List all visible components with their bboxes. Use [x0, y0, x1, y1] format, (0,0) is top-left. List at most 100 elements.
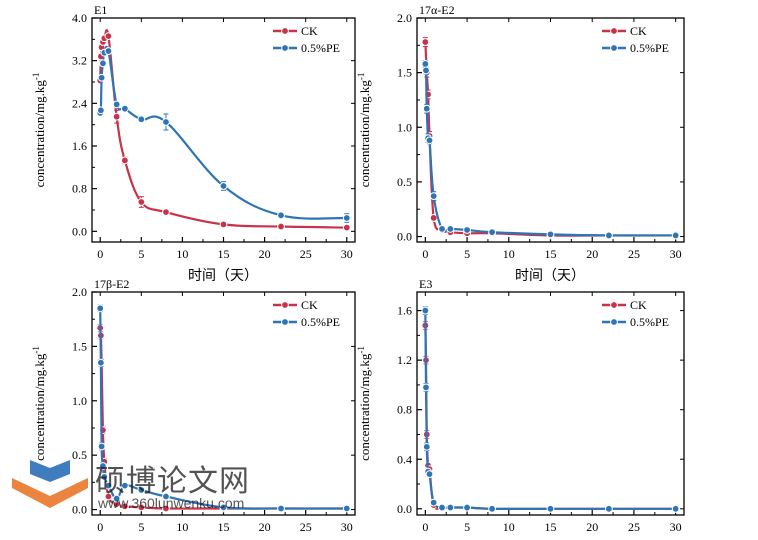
data-point [137, 198, 146, 206]
x-tick-label: 10 [503, 247, 515, 261]
y-tick-label: 0.0 [72, 224, 87, 238]
y-tick-label: 1.5 [72, 339, 87, 353]
series-ck [421, 37, 680, 240]
y-tick-label: 1.0 [397, 120, 412, 134]
x-tick-label: 25 [300, 247, 312, 261]
x-tick-label: 0 [97, 520, 103, 534]
data-point [96, 358, 105, 367]
series-pe [96, 45, 351, 223]
y-tick-label: 4.0 [72, 11, 87, 25]
legend-marker [281, 27, 289, 35]
data-point [104, 492, 113, 501]
legend-label: 0.5%PE [301, 315, 340, 329]
series-pe [421, 306, 680, 513]
data-point [421, 59, 430, 68]
book-logo-icon [12, 460, 88, 508]
data-point [120, 481, 129, 490]
series-line [424, 310, 676, 511]
data-point [342, 214, 351, 222]
data-point [120, 502, 129, 511]
series-line [99, 29, 347, 229]
legend-label: CK [630, 24, 647, 38]
legend-label: 0.5%PE [301, 41, 340, 55]
watermark-url: www.360lunwenku.com [98, 495, 245, 511]
data-point [137, 503, 146, 512]
y-axis-label: concentration/mg.kg-1 [356, 346, 372, 461]
watermark-text: 硕博论文网 [95, 464, 250, 499]
data-point [605, 504, 613, 513]
series-line [424, 325, 676, 511]
legend-entry-pe: 0.5%PE [602, 315, 669, 329]
y-tick-label: 1.2 [397, 353, 412, 367]
x-tick-label: 20 [259, 520, 271, 534]
x-tick-label: 10 [176, 520, 188, 534]
data-point [162, 504, 170, 513]
data-point [488, 228, 496, 237]
data-point [438, 503, 446, 512]
x-tick-label: 10 [176, 247, 188, 261]
data-point [99, 59, 107, 68]
series-ck [96, 29, 351, 232]
panel-label: E1 [94, 3, 107, 17]
data-point [162, 118, 170, 126]
data-point [120, 104, 129, 113]
x-tick-label: 15 [545, 247, 557, 261]
y-tick-label: 2.0 [397, 11, 412, 25]
data-point [162, 208, 170, 217]
data-point [99, 462, 107, 470]
data-point [97, 442, 106, 451]
y-tick-label: 0.8 [397, 403, 412, 417]
y-tick-label: 1.6 [397, 304, 412, 318]
legend-entry-pe: 0.5%PE [602, 41, 669, 55]
y-tick-label: 1.0 [72, 394, 87, 408]
data-point [422, 66, 430, 75]
y-axis-label: concentration/mg.kg-1 [31, 346, 47, 461]
legend-label: 0.5%PE [630, 315, 669, 329]
chart-panel-1: E1 0 5 10 15 20 25 30 0.0 0.8 1.6 2.4 3.2 4.0 concentr… [31, 3, 356, 284]
data-point [277, 504, 285, 513]
x-tick-label: 25 [300, 520, 312, 534]
x-tick-label: 5 [138, 247, 144, 261]
y-tick-label: 0.8 [72, 182, 87, 196]
data-point [96, 106, 105, 115]
legend-label: CK [301, 298, 318, 312]
data-point [429, 192, 438, 201]
x-tick-label: 15 [218, 520, 230, 534]
data-point [438, 224, 446, 233]
data-point [219, 220, 228, 229]
x-tick-label: 0 [422, 247, 428, 261]
panel-label: E3 [419, 277, 432, 291]
data-point [463, 226, 471, 234]
data-point [671, 231, 680, 240]
data-point [429, 214, 438, 222]
data-point [162, 492, 170, 501]
data-point [421, 306, 430, 315]
x-tick-label: 20 [586, 247, 598, 261]
data-point [422, 383, 430, 392]
chart-panel-4: E3 0 5 10 15 20 25 30 0.0 0.4 0.8 1.2 1.6 concentrati… [356, 277, 685, 534]
series-pe [96, 304, 351, 513]
y-tick-label: 2.0 [72, 285, 87, 299]
legend-label: CK [301, 24, 318, 38]
legend-marker [610, 301, 618, 309]
data-point [446, 503, 455, 512]
chart-panel-3: 17β-E2 0 5 10 15 20 25 30 0.0 0.5 1.0 1.5 2.0 concent… [31, 277, 356, 534]
legend-entry-pe: 0.5%PE [273, 315, 340, 329]
x-tick-label: 0 [97, 247, 103, 261]
legend-entry-ck: CK [602, 24, 647, 38]
data-point [546, 230, 555, 239]
legend-label: CK [630, 298, 647, 312]
legend-marker [610, 27, 618, 35]
data-point [671, 504, 680, 513]
x-tick-label: 25 [628, 247, 640, 261]
series-line [424, 63, 676, 237]
data-point [219, 503, 228, 512]
legend-entry-pe: 0.5%PE [273, 41, 340, 55]
data-point [342, 223, 351, 232]
x-tick-label: 20 [586, 520, 598, 534]
legend-entry-ck: CK [273, 298, 318, 312]
data-point [446, 224, 455, 233]
data-point [425, 470, 434, 479]
y-tick-label: 2.4 [72, 96, 87, 110]
